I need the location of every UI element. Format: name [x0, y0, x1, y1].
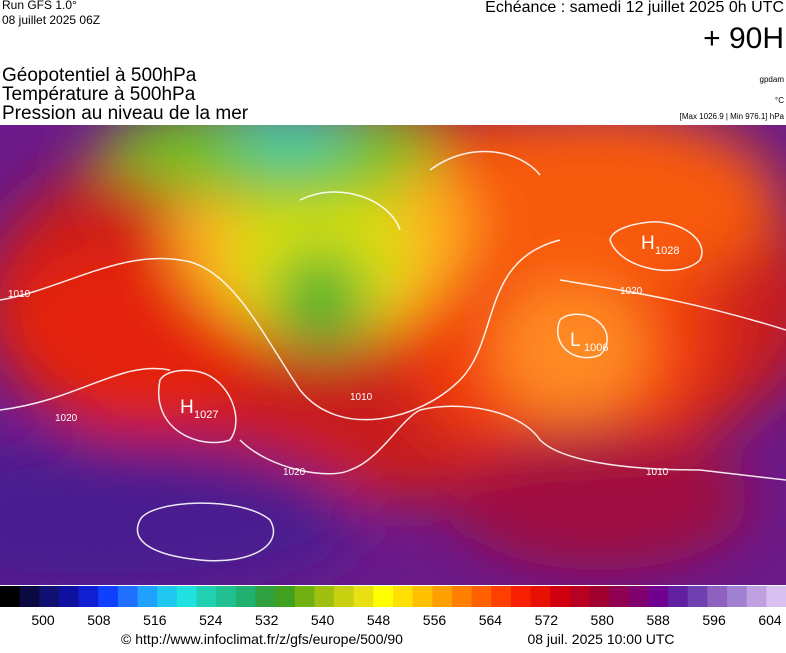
- center-letter: L: [570, 330, 581, 351]
- colorbar-label: 500: [31, 612, 55, 628]
- swatch: [510, 586, 532, 607]
- colorbar-label: 508: [87, 612, 111, 628]
- generated: 08 juil. 2025 10:00 UTC: [527, 631, 674, 647]
- center-letter: H: [641, 233, 655, 254]
- swatch: [609, 586, 630, 607]
- field: Pression au niveau de la mer: [2, 103, 249, 124]
- swatch: [0, 586, 21, 607]
- swatch: [668, 586, 689, 607]
- colorbar-label: 524: [199, 612, 223, 628]
- swatch: [157, 586, 178, 607]
- swatch: [530, 586, 551, 607]
- swatch: [432, 586, 453, 607]
- swatch: [39, 586, 60, 607]
- swatch: [353, 586, 374, 607]
- swatch: [78, 586, 99, 607]
- field: Température à 500hPa: [2, 84, 196, 105]
- colorbar-label: 532: [255, 612, 279, 628]
- colorbar-label: 580: [591, 612, 615, 628]
- isobar-label: 1020: [283, 467, 306, 478]
- colorbar-label: 540: [311, 612, 335, 628]
- field: Géopotentiel à 500hPa: [2, 65, 197, 86]
- swatch: [314, 586, 335, 607]
- swatch: [550, 586, 571, 607]
- isobar-label: 1010: [8, 289, 31, 300]
- swatch: [491, 586, 512, 607]
- isobar-label: 1020: [620, 286, 643, 297]
- swatch: [334, 586, 355, 607]
- isobar-label: 1010: [646, 467, 669, 478]
- swatch: [137, 586, 158, 607]
- unit: [Max 1026.9 | Min 976.1] hPa: [680, 112, 785, 121]
- swatch: [707, 586, 728, 607]
- center-letter: H: [180, 397, 194, 418]
- swatch: [412, 586, 433, 607]
- swatch: [235, 586, 256, 607]
- swatch: [471, 586, 492, 607]
- colorbar-label: 604: [758, 612, 782, 628]
- swatch: [117, 586, 139, 607]
- swatch: [216, 586, 237, 607]
- swatch: [19, 586, 40, 607]
- swatch: [727, 586, 748, 607]
- colorbar: 500 508 516 524 532 540 548 556 564 572 580 588 596 6…: [0, 586, 786, 628]
- swatch: [746, 586, 767, 607]
- colorbar-label: 516: [143, 612, 167, 628]
- swatch: [176, 586, 197, 607]
- swatch: [58, 586, 80, 607]
- swatch: [648, 586, 669, 607]
- swatch: [196, 586, 217, 607]
- swatch: [275, 586, 296, 607]
- swatch: [393, 586, 414, 607]
- colorbar-label: 548: [367, 612, 391, 628]
- lead-time: + 90H: [703, 22, 784, 55]
- swatch: [98, 586, 119, 607]
- swatch: [589, 586, 610, 607]
- swatch: [294, 586, 315, 607]
- colorbar-label: 588: [646, 612, 670, 628]
- isobar-label: 1010: [350, 392, 373, 403]
- center-pressure: 1006: [584, 342, 608, 354]
- swatch: [766, 586, 786, 607]
- source: © http://www.infoclimat.fr/z/gfs/europe/…: [121, 631, 403, 647]
- isobar-label: 1020: [55, 413, 78, 424]
- swatch: [373, 586, 394, 607]
- center-pressure: 1028: [655, 245, 679, 257]
- swatch: [451, 586, 473, 607]
- colorbar-label: 564: [479, 612, 503, 628]
- swatch: [255, 586, 276, 607]
- unit: gpdam: [760, 75, 785, 84]
- swatch: [687, 586, 708, 607]
- colorbar-label: 556: [423, 612, 447, 628]
- swatch: [569, 586, 590, 607]
- run-date: 08 juillet 2025 06Z: [2, 13, 100, 27]
- unit: °C: [775, 96, 784, 105]
- colorbar-label: 596: [702, 612, 726, 628]
- valid-time: Echéance : samedi 12 juillet 2025 0h UTC: [485, 0, 784, 16]
- run: Run GFS 1.0°: [2, 0, 77, 12]
- colorbar-label: 572: [535, 612, 559, 628]
- swatch: [628, 586, 649, 607]
- center-pressure: 1027: [194, 409, 218, 421]
